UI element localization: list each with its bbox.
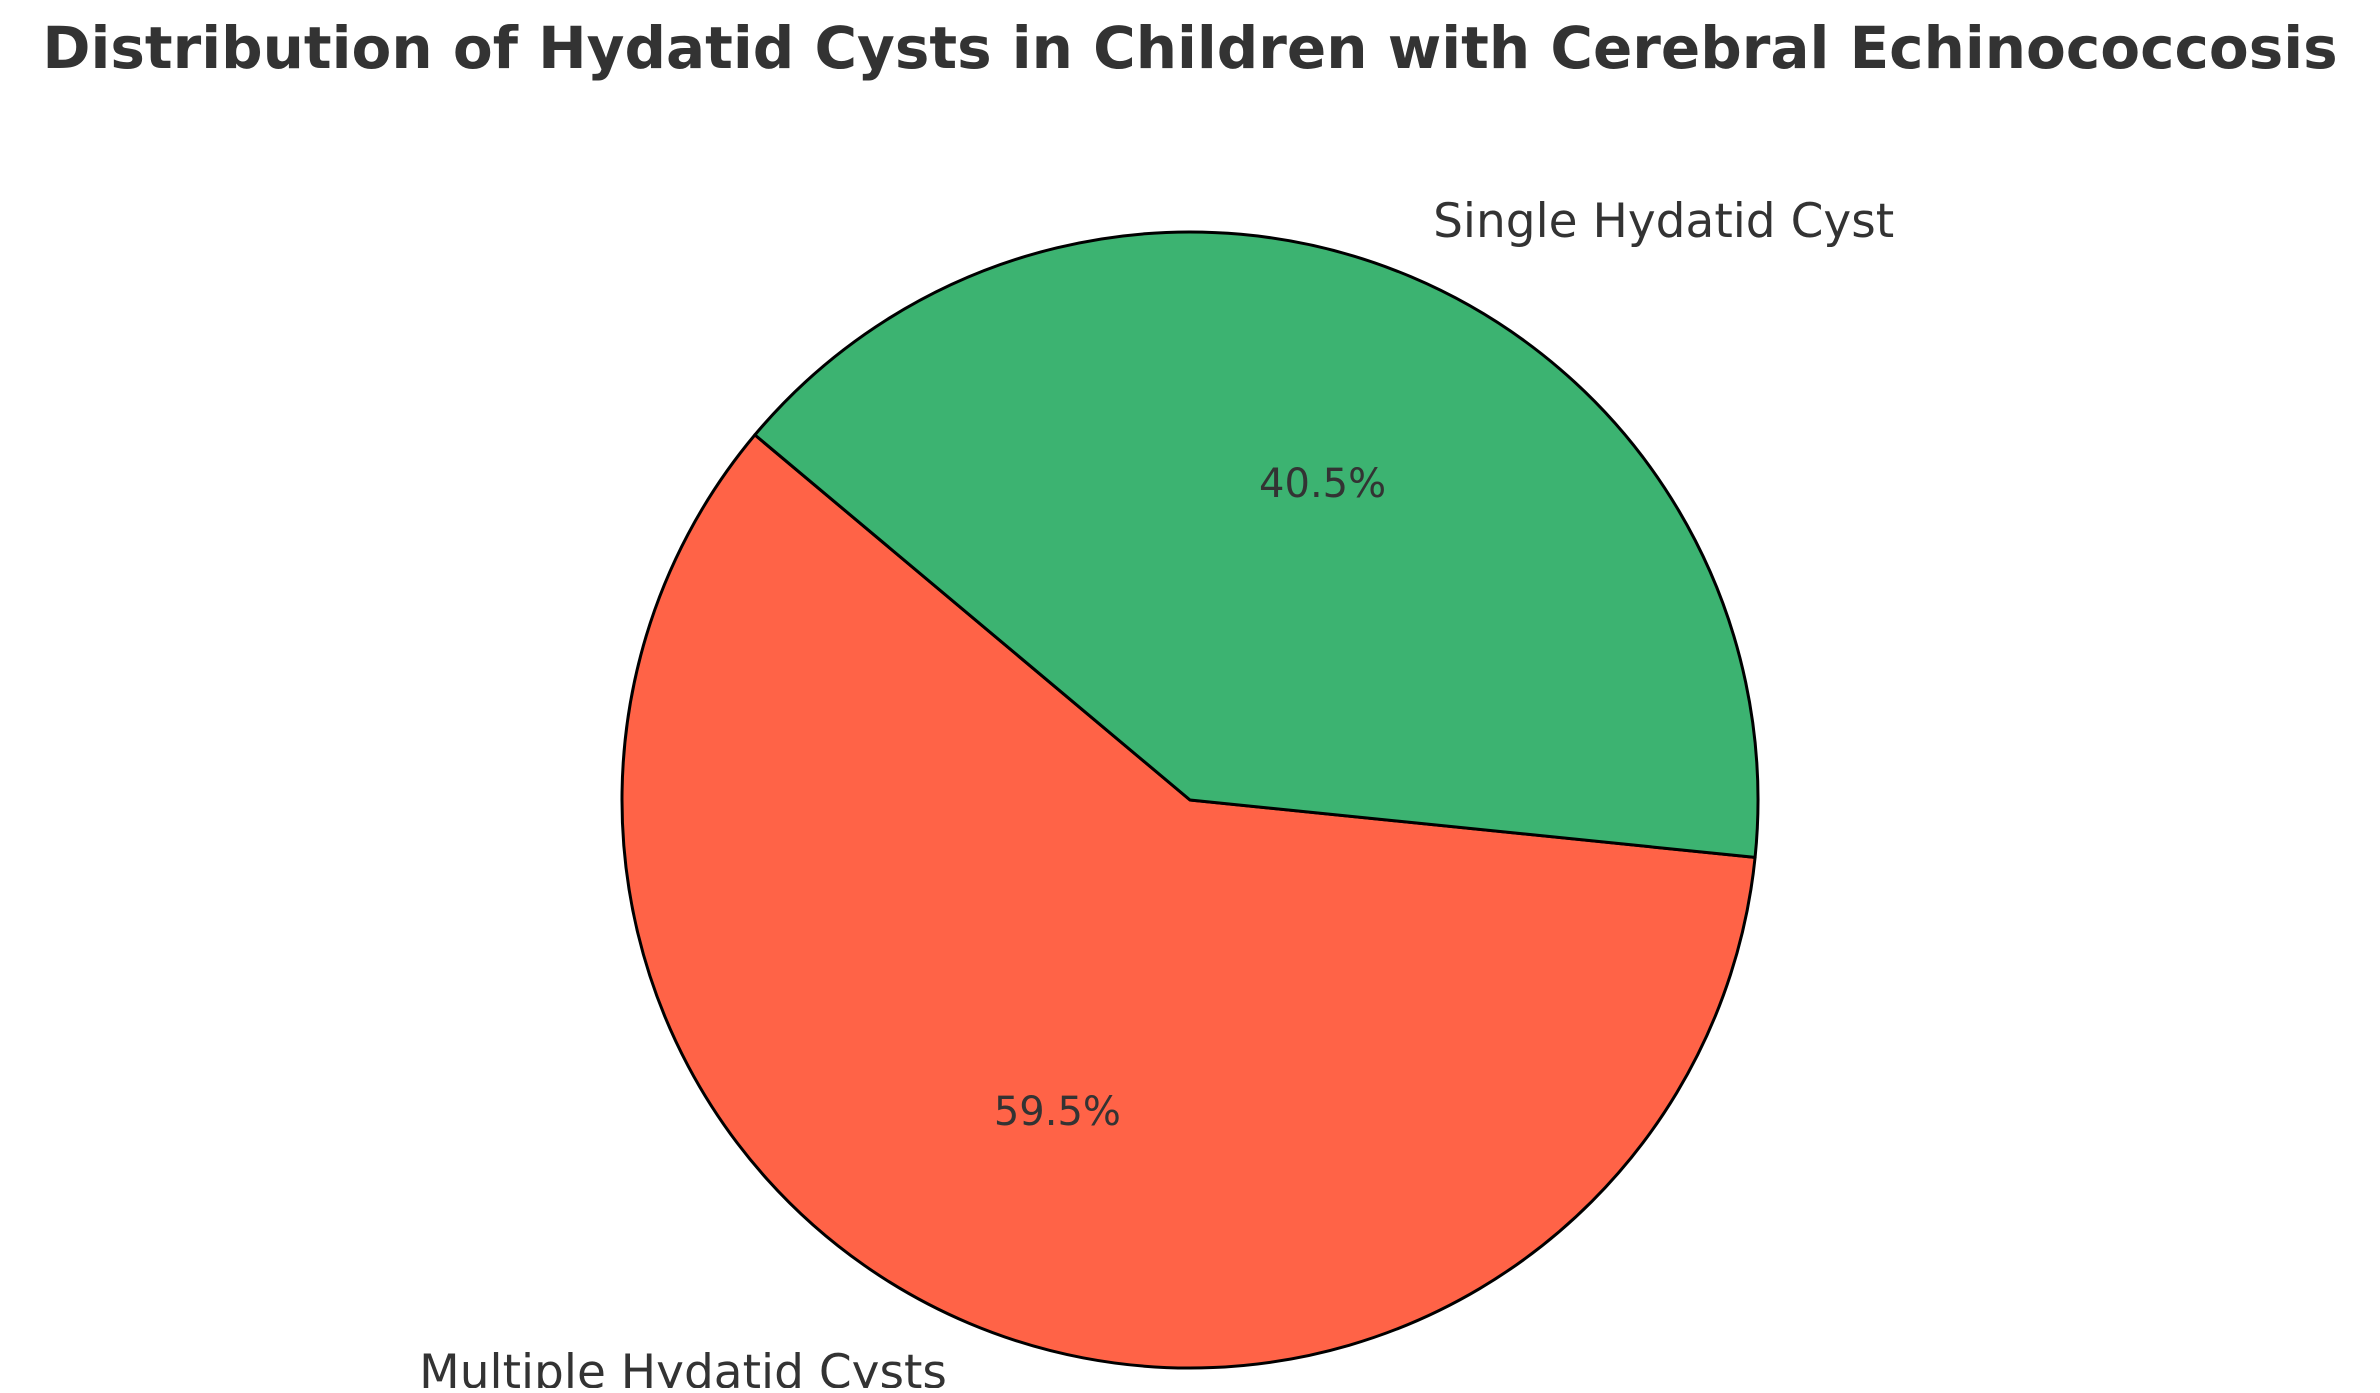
slice-label-single-hydatid-cyst: Single Hydatid Cyst	[1433, 194, 1894, 249]
slice-label-multiple-hydatid-cysts: Multiple Hydatid Cysts	[419, 1345, 947, 1388]
chart-title: Distribution of Hydatid Cysts in Childre…	[42, 14, 2337, 82]
pie-slice-single-hydatid-cyst	[753, 230, 1760, 859]
pie-slices	[620, 230, 1760, 1370]
slice-percent-multiple-hydatid-cysts: 59.5%	[994, 1089, 1121, 1135]
pie-labels: Multiple Hydatid Cysts 59.5% Single Hydati…	[419, 194, 1894, 1393]
pie-slice-multiple-hydatid-cysts	[620, 433, 1757, 1370]
slice-percent-single-hydatid-cyst: 40.5%	[1259, 461, 1386, 507]
